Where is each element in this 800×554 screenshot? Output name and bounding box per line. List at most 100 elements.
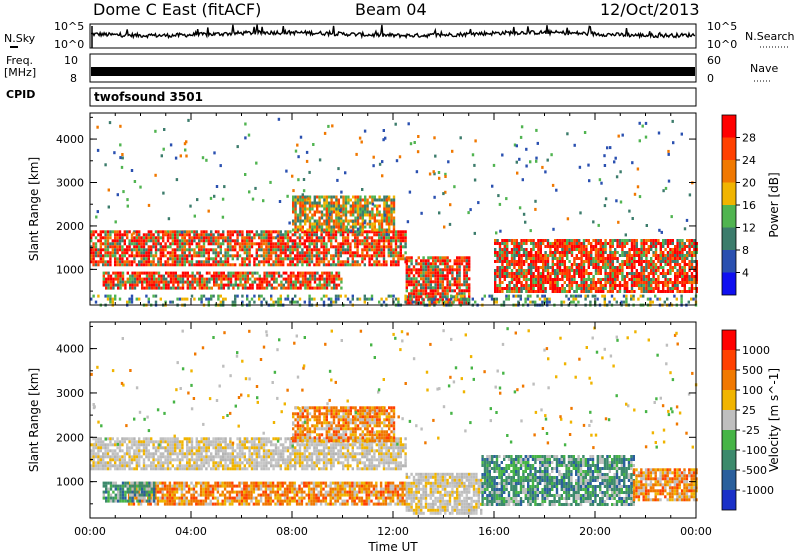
echo-cell [217,297,220,301]
echo-cell [526,294,530,298]
echo-cell [659,260,662,263]
echo-cell [654,284,658,287]
echo-cell [496,266,499,269]
echo-cell-sparse [363,221,366,225]
echo-cell [630,272,634,275]
echo-cell [327,251,330,255]
echo-cell [354,245,357,249]
echo-cell [332,228,336,232]
echo-cell [318,254,321,258]
echo-cell [203,277,206,281]
echo-cell [371,225,374,229]
echo-cell [166,263,170,267]
echo-cell [150,437,153,441]
echo-cell [373,228,376,232]
echo-cell [551,284,554,287]
echo-cell [397,300,400,304]
echo-cell [494,272,497,275]
echo-cell [659,242,662,245]
echo-cell [270,271,273,275]
echo-cell [262,239,266,243]
echo-cell [590,284,593,287]
echo-cell [378,233,381,237]
echo-cell-sparse [428,172,432,176]
echo-cell [342,236,345,240]
echo-cell [638,281,641,284]
echo-cell [214,236,218,240]
echo-cell [308,207,312,211]
echo-cell [142,263,146,267]
echo-cell [162,251,165,255]
echo-cell [611,266,614,269]
echo-cell [119,271,122,275]
echo-cell [364,207,367,211]
echo-cell [505,297,508,301]
echo-cell [626,272,629,275]
echo-cell [515,278,518,281]
echo-cell [114,239,117,243]
echo-cell [315,263,318,267]
echo-cell-sparse [345,225,348,229]
echo-cell [530,269,533,272]
echo-cell [183,437,186,441]
echo-cell [654,263,658,266]
echo-cell [186,254,189,258]
echo-cell [390,239,393,243]
echo-cell [222,260,225,264]
echo-cell [647,290,650,293]
echo-cell [308,294,311,298]
echo-cell [427,286,430,290]
echo-cell [599,260,602,263]
echo-cell [114,245,117,249]
echo-cell [145,271,149,275]
echo-cell [181,452,184,456]
echo-cell [378,239,381,243]
echo-cell [510,239,514,242]
echo-cell [164,242,167,246]
y-tick-label: 3000 [56,177,84,190]
echo-cell [626,281,629,284]
echo-cell [580,254,583,257]
echo-cell [337,207,340,211]
echo-cell [556,278,559,281]
echo-cell [642,260,646,263]
echo-cell [308,242,311,246]
echo-cell [128,437,131,441]
echo-cell [354,210,357,214]
echo-cell-sparse [667,179,671,183]
echo-cell [524,297,527,301]
echo-cell [323,195,326,199]
echo-cell [215,283,218,287]
echo-cell [342,260,345,264]
echo-cell [102,254,105,258]
echo-cell [390,242,393,246]
echo-cell [570,281,574,284]
echo-cell [121,274,125,278]
echo-cell [647,275,650,278]
echo-cell [563,242,566,245]
echo-cell [133,236,136,240]
echo-cell [578,251,581,254]
echo-cell [246,294,249,298]
echo-cell [296,263,299,267]
echo-cell [224,437,227,441]
echo-cell [572,294,575,298]
echo-cell-sparse [312,143,315,146]
echo-cell [606,263,610,266]
echo-cell [382,300,386,304]
echo-cell [309,286,312,290]
echo-cell [237,277,240,281]
echo-cell [351,294,354,298]
echo-cell [133,254,136,258]
echo-cell [303,233,306,237]
echo-cell [676,275,679,278]
echo-cell [200,446,203,450]
echo-cell [135,458,138,462]
echo-cell [693,275,696,278]
echo-cell [306,195,309,199]
echo-cell [551,281,554,284]
echo-cell [530,275,533,278]
echo-cell [640,263,643,266]
echo-cell [496,242,499,245]
echo-cell [322,294,326,298]
